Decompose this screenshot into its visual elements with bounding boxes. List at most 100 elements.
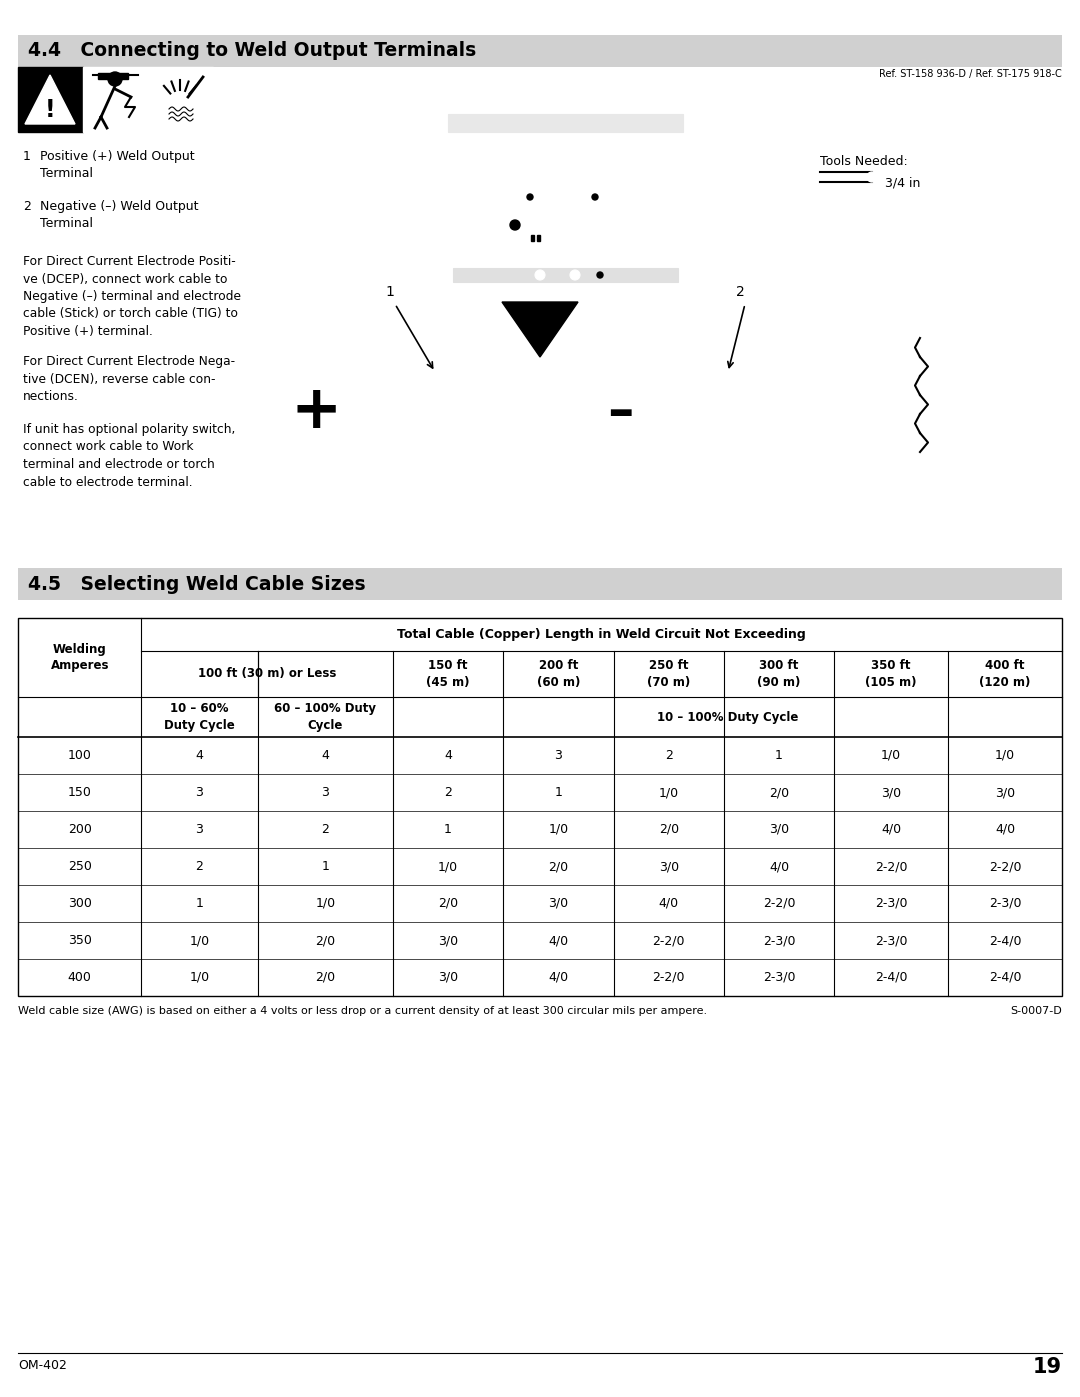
Bar [18,569,1062,599]
Polygon shape [502,302,578,358]
Circle shape [690,381,750,441]
Text: 3/0: 3/0 [549,897,568,909]
Text: 2: 2 [23,200,31,212]
Circle shape [862,168,882,187]
Text: Ref. ST-158 936-D / Ref. ST-175 918-C: Ref. ST-158 936-D / Ref. ST-175 918-C [879,68,1062,80]
Text: 1: 1 [386,285,394,299]
Text: +: + [291,383,341,441]
Text: 4/0: 4/0 [549,971,568,983]
Bar [18,67,83,131]
Bar [537,235,540,242]
Text: 4/0: 4/0 [881,823,901,835]
Bar [536,142,548,161]
Text: 1/0: 1/0 [659,787,679,799]
Circle shape [510,219,519,231]
Text: 2: 2 [195,861,203,873]
Text: 10 – 100% Duty Cycle: 10 – 100% Duty Cycle [657,711,798,724]
Text: 2: 2 [444,787,453,799]
Text: –: – [607,386,633,439]
Text: 3: 3 [322,787,329,799]
Circle shape [400,381,460,441]
Circle shape [615,237,625,249]
Text: 100 ft (30 m) or Less: 100 ft (30 m) or Less [198,668,336,680]
Text: 2: 2 [322,823,329,835]
Text: If unit has optional polarity switch,
connect work cable to Work
terminal and el: If unit has optional polarity switch, co… [23,423,235,489]
Text: 3/0: 3/0 [995,787,1015,799]
Bar [820,172,870,182]
Text: 400 ft
(120 m): 400 ft (120 m) [980,659,1030,689]
Text: Weld cable size (AWG) is based on either a 4 volts or less drop or a current den: Weld cable size (AWG) is based on either… [18,1006,707,1016]
Text: 1/0: 1/0 [189,971,210,983]
Text: 1/0: 1/0 [438,861,458,873]
Circle shape [527,194,534,200]
Circle shape [669,360,772,464]
Bar [575,247,583,257]
Text: 250: 250 [68,861,92,873]
Circle shape [816,172,827,182]
Text: 1: 1 [444,823,453,835]
Bar [531,235,534,242]
Text: 2-4/0: 2-4/0 [875,971,907,983]
Circle shape [570,270,580,279]
Circle shape [561,187,580,207]
Text: 4/0: 4/0 [659,897,679,909]
Text: 4.5   Selecting Weld Cable Sizes: 4.5 Selecting Weld Cable Sizes [28,574,366,594]
Text: 4: 4 [444,749,453,761]
Polygon shape [280,358,920,488]
Text: !: ! [44,98,55,122]
Text: 4/0: 4/0 [549,935,568,947]
Text: 2-4/0: 2-4/0 [989,971,1022,983]
Bar [148,67,213,131]
Text: 2-2/0: 2-2/0 [762,897,795,909]
Polygon shape [701,390,739,434]
Text: 1/0: 1/0 [189,935,210,947]
Text: 1: 1 [23,149,31,163]
Text: 2-3/0: 2-3/0 [875,935,907,947]
Bar [522,142,534,161]
Text: 19: 19 [1032,1356,1062,1377]
Bar [575,152,595,162]
Circle shape [678,370,762,454]
Text: S-0007-D: S-0007-D [1010,1006,1062,1016]
Circle shape [378,360,482,464]
Text: For Direct Current Electrode Positi-
ve (DCEP), connect work cable to
Negative (: For Direct Current Electrode Positi- ve … [23,256,241,338]
Text: 1/0: 1/0 [549,823,568,835]
Circle shape [592,194,598,200]
Bar [603,247,611,257]
Circle shape [522,231,548,256]
Polygon shape [25,75,75,124]
Bar [98,73,129,80]
Text: 4/0: 4/0 [769,861,789,873]
Text: 2-3/0: 2-3/0 [762,971,795,983]
Circle shape [707,400,733,425]
Text: 2-2/0: 2-2/0 [875,861,907,873]
Text: 3/0: 3/0 [881,787,901,799]
Circle shape [535,270,545,279]
Text: 2/0: 2/0 [769,787,789,799]
Text: 4: 4 [195,749,203,761]
Bar [505,217,543,232]
Text: 2/0: 2/0 [438,897,458,909]
Text: 2: 2 [665,749,673,761]
Text: 3/0: 3/0 [659,861,679,873]
Circle shape [597,272,603,278]
Text: 4/0: 4/0 [995,823,1015,835]
Text: 2/0: 2/0 [659,823,679,835]
Text: 3/0: 3/0 [769,823,789,835]
Text: 2-3/0: 2-3/0 [875,897,907,909]
Text: 1/0: 1/0 [881,749,901,761]
Text: 300: 300 [68,897,92,909]
Text: 200: 200 [68,823,92,835]
Text: Welding
Amperes: Welding Amperes [51,643,109,672]
Text: 3: 3 [195,787,203,799]
Bar [166,102,195,124]
Text: 150: 150 [68,787,92,799]
Text: 2-2/0: 2-2/0 [652,971,685,983]
Text: 400: 400 [68,971,92,983]
Text: Positive (+) Weld Output
Terminal: Positive (+) Weld Output Terminal [40,149,194,180]
Text: 2-4/0: 2-4/0 [989,935,1022,947]
Text: 1: 1 [322,861,329,873]
Text: 300 ft
(90 m): 300 ft (90 m) [757,659,800,689]
Circle shape [108,73,122,87]
Text: 1/0: 1/0 [315,897,335,909]
